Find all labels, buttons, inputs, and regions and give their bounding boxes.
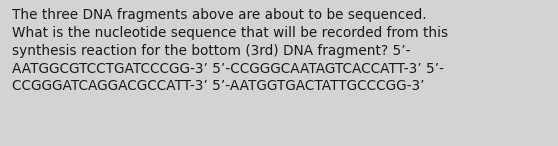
Text: The three DNA fragments above are about to be sequenced.
What is the nucleotide : The three DNA fragments above are about … xyxy=(12,8,448,93)
